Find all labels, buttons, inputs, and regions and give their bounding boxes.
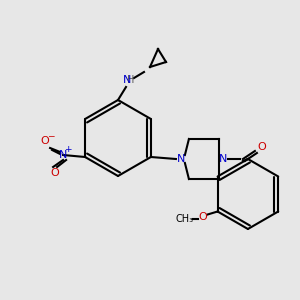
Text: O: O [198, 212, 207, 221]
Text: N: N [59, 150, 67, 160]
Text: O: O [51, 168, 59, 178]
Text: N: N [219, 154, 227, 164]
Text: N: N [123, 75, 131, 85]
Text: CH₃: CH₃ [176, 214, 194, 224]
Text: −: − [47, 131, 55, 140]
Text: O: O [257, 142, 266, 152]
Text: +: + [64, 146, 72, 154]
Text: H: H [127, 75, 135, 85]
Text: O: O [41, 136, 50, 146]
Text: N: N [177, 154, 185, 164]
